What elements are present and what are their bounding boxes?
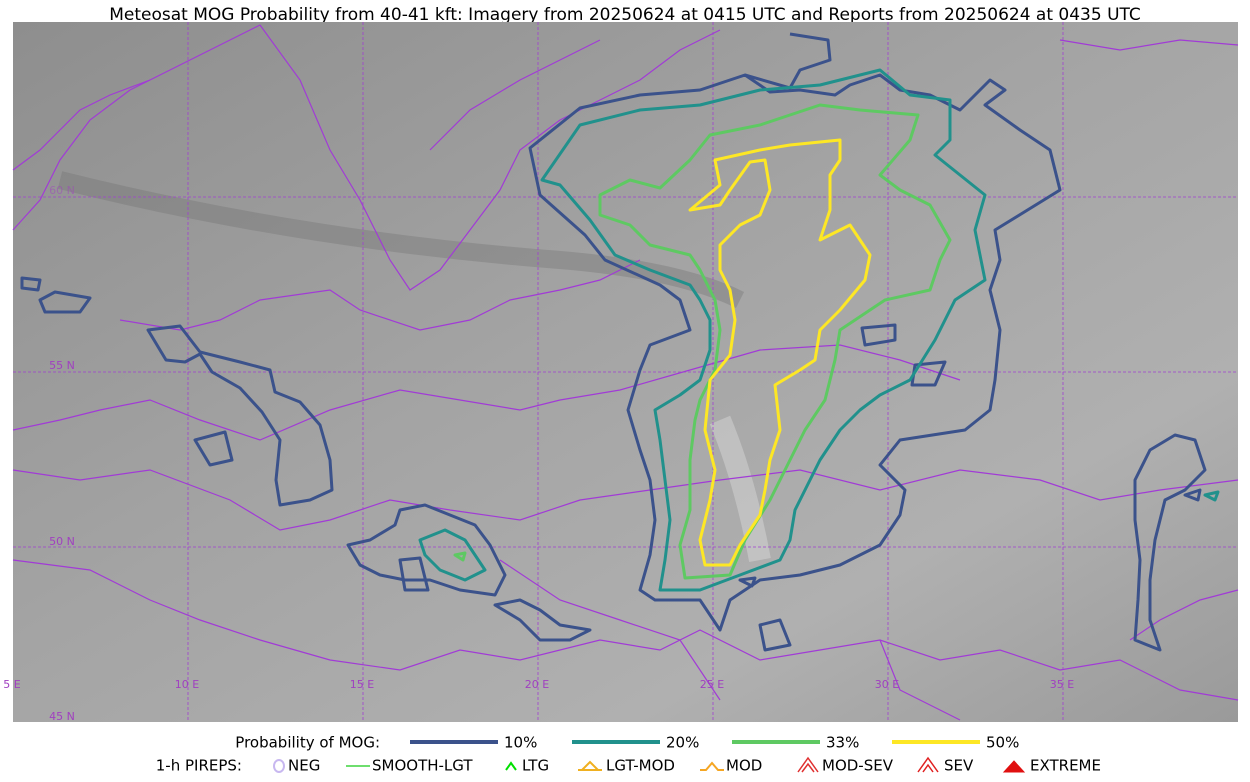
legend-symbol: [917, 756, 939, 773]
grid-label: 55 N: [49, 359, 75, 372]
contours: [20, 32, 1220, 652]
grid-label: 45 N: [49, 710, 75, 723]
legend-label: MOD-SEV: [822, 757, 894, 775]
legend-symbol: [505, 761, 517, 771]
legend-symbol: [1002, 760, 1026, 773]
grid-label: 5 E: [3, 678, 20, 691]
legend-label: 33%: [826, 734, 859, 752]
grid-label: 25 E: [700, 678, 724, 691]
legend-label: 20%: [666, 734, 699, 752]
legend-symbol: [273, 759, 285, 773]
grid-label: 20 E: [525, 678, 549, 691]
grid-label: 15 E: [350, 678, 374, 691]
legend-symbol: [797, 756, 819, 773]
title: Meteosat MOG Probability from 40-41 kft:…: [109, 5, 1141, 25]
coastlines: [12, 24, 1239, 721]
legend-label: SEV: [944, 757, 974, 775]
legend-label: LGT-MOD: [606, 757, 675, 775]
legend-label: 10%: [504, 734, 537, 752]
grid-label: 30 E: [875, 678, 899, 691]
map: 5 E 10 E 15 E 20 E 25 E 30 E 35 E 45 N 5…: [3, 22, 1239, 723]
graticule: [13, 22, 1238, 722]
legend-title: 1-h PIREPS:: [156, 757, 242, 775]
grid-label: 50 N: [49, 535, 75, 548]
legend-label: 50%: [986, 734, 1019, 752]
legend-title: Probability of MOG:: [235, 734, 380, 752]
legend-symbol: [578, 760, 602, 771]
legend-label: SMOOTH-LGT: [372, 757, 473, 775]
legend: Probability of MOG: 1-h PIREPS: 10% 20% 33…: [156, 734, 1101, 775]
legend-label: LTG: [522, 757, 549, 775]
grid-labels: 5 E 10 E 15 E 20 E 25 E 30 E 35 E 45 N 5…: [3, 184, 1074, 723]
grid-label: 35 E: [1050, 678, 1074, 691]
legend-label: MOD: [726, 757, 762, 775]
legend-symbol: [700, 761, 724, 771]
legend-label: NEG: [288, 757, 320, 775]
legend-label: EXTREME: [1030, 757, 1101, 775]
grid-label: 10 E: [175, 678, 199, 691]
grid-label: 60 N: [49, 184, 75, 197]
